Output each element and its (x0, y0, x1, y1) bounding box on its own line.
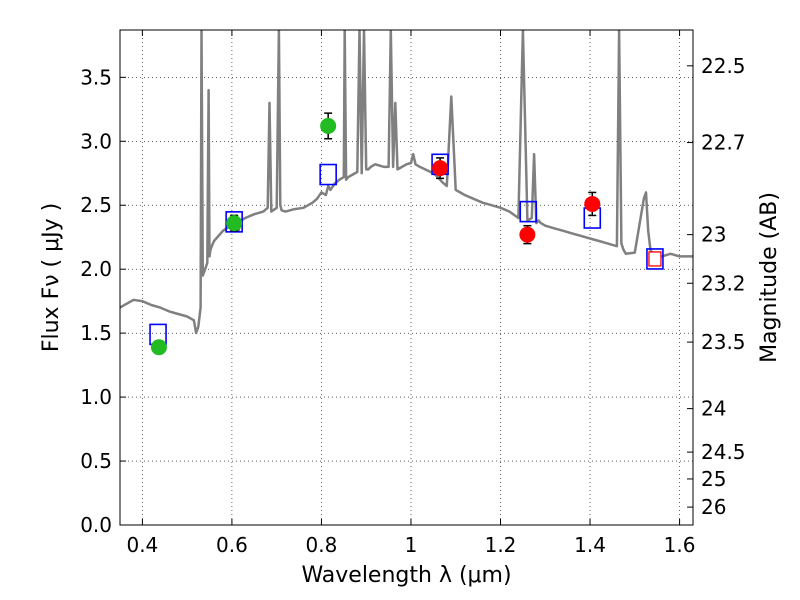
y-tick-label: 2.5 (80, 193, 112, 217)
observed-point (584, 195, 601, 212)
right-tick-label: 25 (701, 467, 726, 491)
model-spectrum-line (120, 30, 693, 335)
right-axis-label: Magnitude (AB) (757, 192, 782, 363)
y-tick-label: 3.0 (80, 129, 112, 153)
right-tick-label: 26 (701, 495, 726, 519)
observed-point (150, 339, 167, 356)
grid (120, 30, 693, 526)
right-tick-label: 22.5 (701, 54, 746, 78)
y-tick-label: 1.0 (80, 385, 112, 409)
observed-point (320, 117, 337, 134)
x-tick-label: 0.6 (216, 533, 248, 557)
y-axis-label: Flux Fν ( μJy ) (39, 203, 64, 352)
right-tick-label: 24.5 (701, 440, 746, 464)
right-tick-label: 23 (701, 223, 726, 247)
observed-point (226, 215, 243, 232)
observed-upper-point (648, 251, 662, 267)
right-tick-label: 22.7 (701, 131, 746, 155)
plot-data (120, 30, 693, 356)
right-tick-label: 23.5 (701, 330, 746, 354)
model-photometry-point (225, 211, 243, 233)
model-photometry-point (319, 163, 337, 186)
plot-frame (119, 29, 694, 526)
x-tick-label: 1.6 (664, 533, 696, 557)
y-tick-label: 0.5 (80, 449, 112, 473)
observed-point (432, 160, 449, 177)
y-tick-label: 0.0 (80, 513, 112, 537)
observed-point (519, 226, 536, 243)
x-tick-label: 1 (405, 533, 418, 557)
y-tick-label: 2.0 (80, 257, 112, 281)
x-tick-label: 1.4 (574, 533, 606, 557)
x-tick-label: 1.2 (485, 533, 517, 557)
right-tick-label: 24 (701, 397, 726, 421)
right-tick-label: 23.2 (701, 271, 746, 295)
y-tick-label: 3.5 (80, 65, 112, 89)
x-tick-label: 0.8 (306, 533, 338, 557)
x-axis-label: Wavelength λ (μm) (301, 563, 511, 588)
model-photometry-point (646, 248, 664, 270)
model-photometry-point (519, 200, 538, 223)
x-tick-label: 0.4 (126, 533, 158, 557)
y-tick-label: 1.5 (80, 321, 112, 345)
axis-ticks: 0.4 0.6 0.8 1 1.2 1.4 1.6 0.0 0.5 1.0 1.5 2.0 2.5 3.0… (80, 30, 746, 557)
